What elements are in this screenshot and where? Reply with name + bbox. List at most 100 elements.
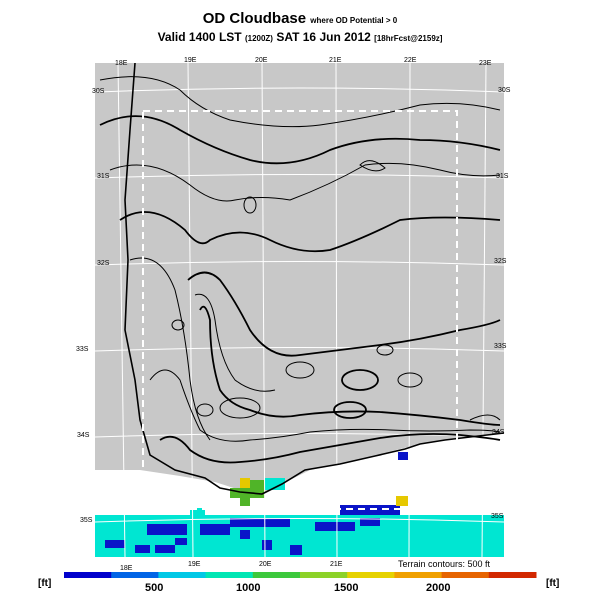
- terrain-contour: [469, 414, 501, 421]
- lon-label-bottom: 19E: [188, 561, 201, 568]
- legend-unit-left: [ft]: [38, 578, 51, 589]
- lat-label-left: 33S: [76, 346, 89, 353]
- lat-label-left: 31S: [97, 173, 110, 180]
- cloudbase-cell: [230, 518, 290, 527]
- valid-time: Valid 1400 LST (1200Z) SAT 16 Jun 2012 […: [0, 30, 600, 46]
- color-scale-swatch: [64, 572, 112, 578]
- color-scale-swatch: [111, 572, 159, 578]
- meridian-18e: [117, 62, 126, 558]
- map-header: OD Cloudbase where OD Potential > 0 Vali…: [0, 10, 600, 46]
- color-scale-swatch: [441, 572, 490, 578]
- lon-label-top: 22E: [404, 57, 417, 64]
- terrain-contour: [199, 305, 501, 426]
- cloudbase-cell: [105, 540, 125, 548]
- cloudbase-cells: [95, 452, 504, 557]
- lon-label-top: 19E: [184, 57, 197, 64]
- legend-unit-right: [ft]: [546, 578, 559, 589]
- lon-label-top: 20E: [255, 57, 268, 64]
- terrain-contour: [129, 257, 211, 441]
- lat-label-left: 35S: [80, 517, 93, 524]
- lat-label-right: 33S: [494, 343, 507, 350]
- parallel-33s: [94, 347, 505, 352]
- valid-line: Valid 1400 LST: [157, 30, 242, 44]
- legend-tick: 1000: [236, 582, 260, 594]
- lat-label-right: 32S: [494, 258, 507, 265]
- terrain-contour: [397, 372, 423, 388]
- cloudbase-cell: [240, 478, 250, 488]
- terrain-contour: [119, 211, 501, 253]
- lat-label-right: 34S: [492, 429, 505, 436]
- terrain-contour: [285, 361, 315, 379]
- title-text: OD Cloudbase: [202, 10, 307, 27]
- terrain-contour: [149, 369, 501, 442]
- terrain-contour: [99, 115, 501, 165]
- color-scale-swatch: [252, 572, 301, 578]
- cloudbase-cell: [290, 545, 302, 555]
- terrain-contour: [171, 319, 185, 331]
- terrain-contour: [243, 196, 257, 214]
- lon-label-bottom: 18E: [120, 565, 133, 572]
- title-suffix: where OD Potential > 0: [310, 16, 398, 25]
- lon-label-top: 18E: [115, 60, 128, 67]
- terrain-contour: [376, 344, 394, 356]
- terrain-contour: [196, 403, 214, 417]
- cloudbase-cell: [262, 540, 272, 550]
- valid-date: SAT 16 Jun 2012: [276, 30, 371, 44]
- cloudbase-cell: [155, 545, 175, 553]
- meridian-22e: [408, 62, 411, 558]
- lat-label-left: 34S: [77, 432, 90, 439]
- terrain-contour: [341, 369, 379, 391]
- terrain-contour: [109, 162, 501, 202]
- cloudbase-cell: [360, 518, 380, 526]
- terrain-contour: [194, 293, 276, 392]
- lat-label-left: 30S: [92, 88, 105, 95]
- map-title: OD Cloudbase where OD Potential > 0: [0, 10, 600, 30]
- terrain-contour: [333, 401, 367, 419]
- color-scale-swatch: [300, 572, 348, 578]
- coordinate-labels: 18E 19E 20E 21E 22E 23E 18E 19E 20E 21E …: [76, 57, 511, 572]
- parallel-30s: [94, 87, 505, 93]
- cloudbase-cell: [240, 498, 250, 506]
- cloudbase-cell: [147, 524, 187, 535]
- lat-label-left: 32S: [97, 260, 110, 267]
- cloudbase-cell: [175, 538, 187, 545]
- cloudbase-cell: [200, 524, 230, 535]
- valid-time-code: (1200Z): [244, 34, 273, 43]
- terrain-note: Terrain contours: 500 ft: [398, 559, 491, 569]
- lon-label-top: 21E: [329, 57, 342, 64]
- lon-label-top: 23E: [479, 60, 492, 67]
- model-run: [18hrFcst@2159z]: [374, 34, 443, 43]
- meridian-21e: [335, 62, 338, 558]
- lat-label-right: 30S: [498, 87, 511, 94]
- legend-ticks: 500 1000 1500 2000: [145, 582, 450, 594]
- lon-label-bottom: 20E: [259, 561, 272, 568]
- cloudbase-cell: [135, 545, 150, 553]
- cloudbase-cell: [315, 522, 355, 531]
- meridian-20e: [261, 62, 266, 558]
- parallel-31s: [94, 174, 505, 179]
- color-scale-swatch: [205, 572, 254, 578]
- cloudbase-cell: [265, 478, 285, 490]
- graticule: [94, 62, 505, 558]
- color-scale: [64, 572, 537, 578]
- lat-label-right: 35S: [491, 513, 504, 520]
- parallel-35s: [94, 518, 505, 523]
- color-scale-swatch: [394, 572, 443, 578]
- cloudbase-cell: [190, 508, 205, 516]
- legend-tick: 2000: [426, 582, 450, 594]
- terrain-contours: [99, 76, 501, 464]
- terrain-contour: [359, 160, 386, 172]
- cloudbase-cell: [398, 452, 408, 460]
- lat-label-right: 31S: [496, 173, 509, 180]
- terrain-contour: [99, 76, 501, 128]
- parallel-32s: [94, 261, 505, 266]
- legend-tick: 500: [145, 582, 163, 594]
- lon-label-bottom: 21E: [330, 561, 343, 568]
- coastline: [124, 62, 505, 495]
- color-scale-swatch: [158, 572, 207, 578]
- color-scale-swatch: [488, 572, 537, 578]
- cloudbase-cell: [250, 480, 268, 490]
- terrain-contour: [219, 397, 261, 419]
- forecast-domain-box: [142, 110, 458, 510]
